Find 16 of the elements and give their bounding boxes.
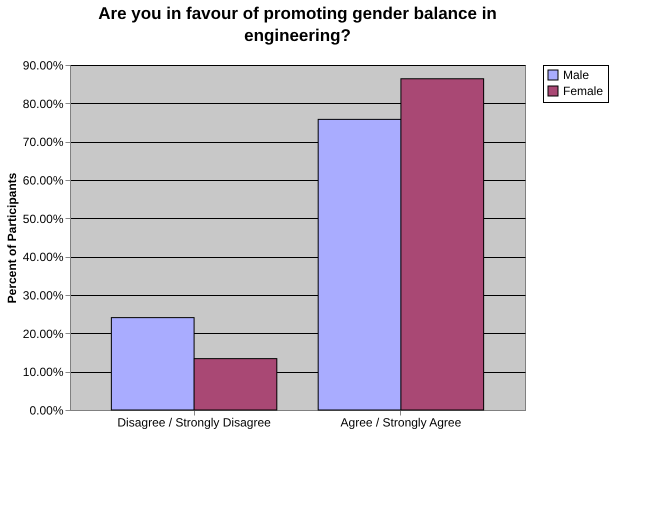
y-tick-label: 10.00% xyxy=(22,365,64,380)
y-tick-label: 80.00% xyxy=(22,96,64,111)
y-axis-title: Percent of Participants xyxy=(4,172,19,304)
y-tick-label: 40.00% xyxy=(22,250,64,264)
x-tick-label: Agree / Strongly Agree xyxy=(340,416,462,430)
y-tick-label: 0.00% xyxy=(29,404,64,418)
y-tick-label: 60.00% xyxy=(22,174,64,188)
y-tick-label: 90.00% xyxy=(22,58,64,72)
y-tick-label: 20.00% xyxy=(22,326,64,341)
legend-label: Female xyxy=(563,84,604,98)
chart-title: Are you in favour of promoting gender balance in engineering? xyxy=(98,4,497,45)
x-tick-label: Disagree / Strongly Disagree xyxy=(117,416,272,430)
legend-label: Male xyxy=(563,68,590,82)
y-tick-label: 50.00% xyxy=(22,212,64,226)
y-tick-label: 30.00% xyxy=(22,288,64,302)
y-tick-label: 70.00% xyxy=(22,135,64,150)
